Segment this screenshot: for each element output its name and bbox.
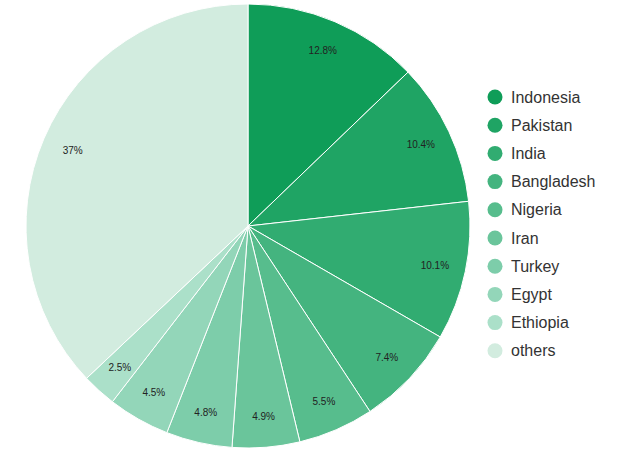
data-label: 12.8% — [309, 45, 337, 56]
legend-marker — [488, 259, 503, 274]
legend-marker — [488, 343, 503, 358]
slices — [26, 4, 470, 448]
legend-label: Egypt — [511, 286, 552, 303]
legend-marker — [488, 174, 503, 189]
legend-label: Ethiopia — [511, 314, 569, 331]
legend-label: Pakistan — [511, 117, 572, 134]
legend-label: Iran — [511, 230, 539, 247]
legend-marker — [488, 202, 503, 217]
legend-marker — [488, 287, 503, 302]
pie-slice — [26, 4, 248, 378]
chart-root: 12.8% 10.4% 10.1% 7.4% 5.5% 4.9% 4.8% 4.5% 2.5% 3… — [0, 0, 629, 455]
legend-label: Bangladesh — [511, 173, 596, 190]
data-label: 10.1% — [421, 260, 449, 271]
legend-marker — [488, 146, 503, 161]
legend-label: Indonesia — [511, 89, 580, 106]
legend-marker — [488, 90, 503, 105]
legend-marker — [488, 231, 503, 246]
data-label: 37% — [63, 145, 83, 156]
data-label: 5.5% — [313, 396, 336, 407]
data-label: 4.9% — [252, 411, 275, 422]
data-label: 7.4% — [375, 352, 398, 363]
legend-label: Turkey — [511, 258, 559, 275]
legend-label: Nigeria — [511, 201, 562, 218]
data-label: 4.5% — [142, 387, 165, 398]
legend-marker — [488, 315, 503, 330]
chart-svg: 12.8% 10.4% 10.1% 7.4% 5.5% 4.9% 4.8% 4.5% 2.5% 3… — [0, 0, 629, 455]
legend: Indonesia Pakistan India Bangladesh Nigeria I… — [488, 89, 596, 360]
data-label: 4.8% — [194, 407, 217, 418]
legend-label: others — [511, 342, 555, 359]
data-label: 2.5% — [108, 362, 131, 373]
data-label: 10.4% — [407, 139, 435, 150]
pie-slice — [248, 72, 469, 226]
legend-marker — [488, 118, 503, 133]
data-labels: 12.8% 10.4% 10.1% 7.4% 5.5% 4.9% 4.8% 4.5% 2.5% 3… — [63, 45, 449, 422]
legend-label: India — [511, 145, 546, 162]
